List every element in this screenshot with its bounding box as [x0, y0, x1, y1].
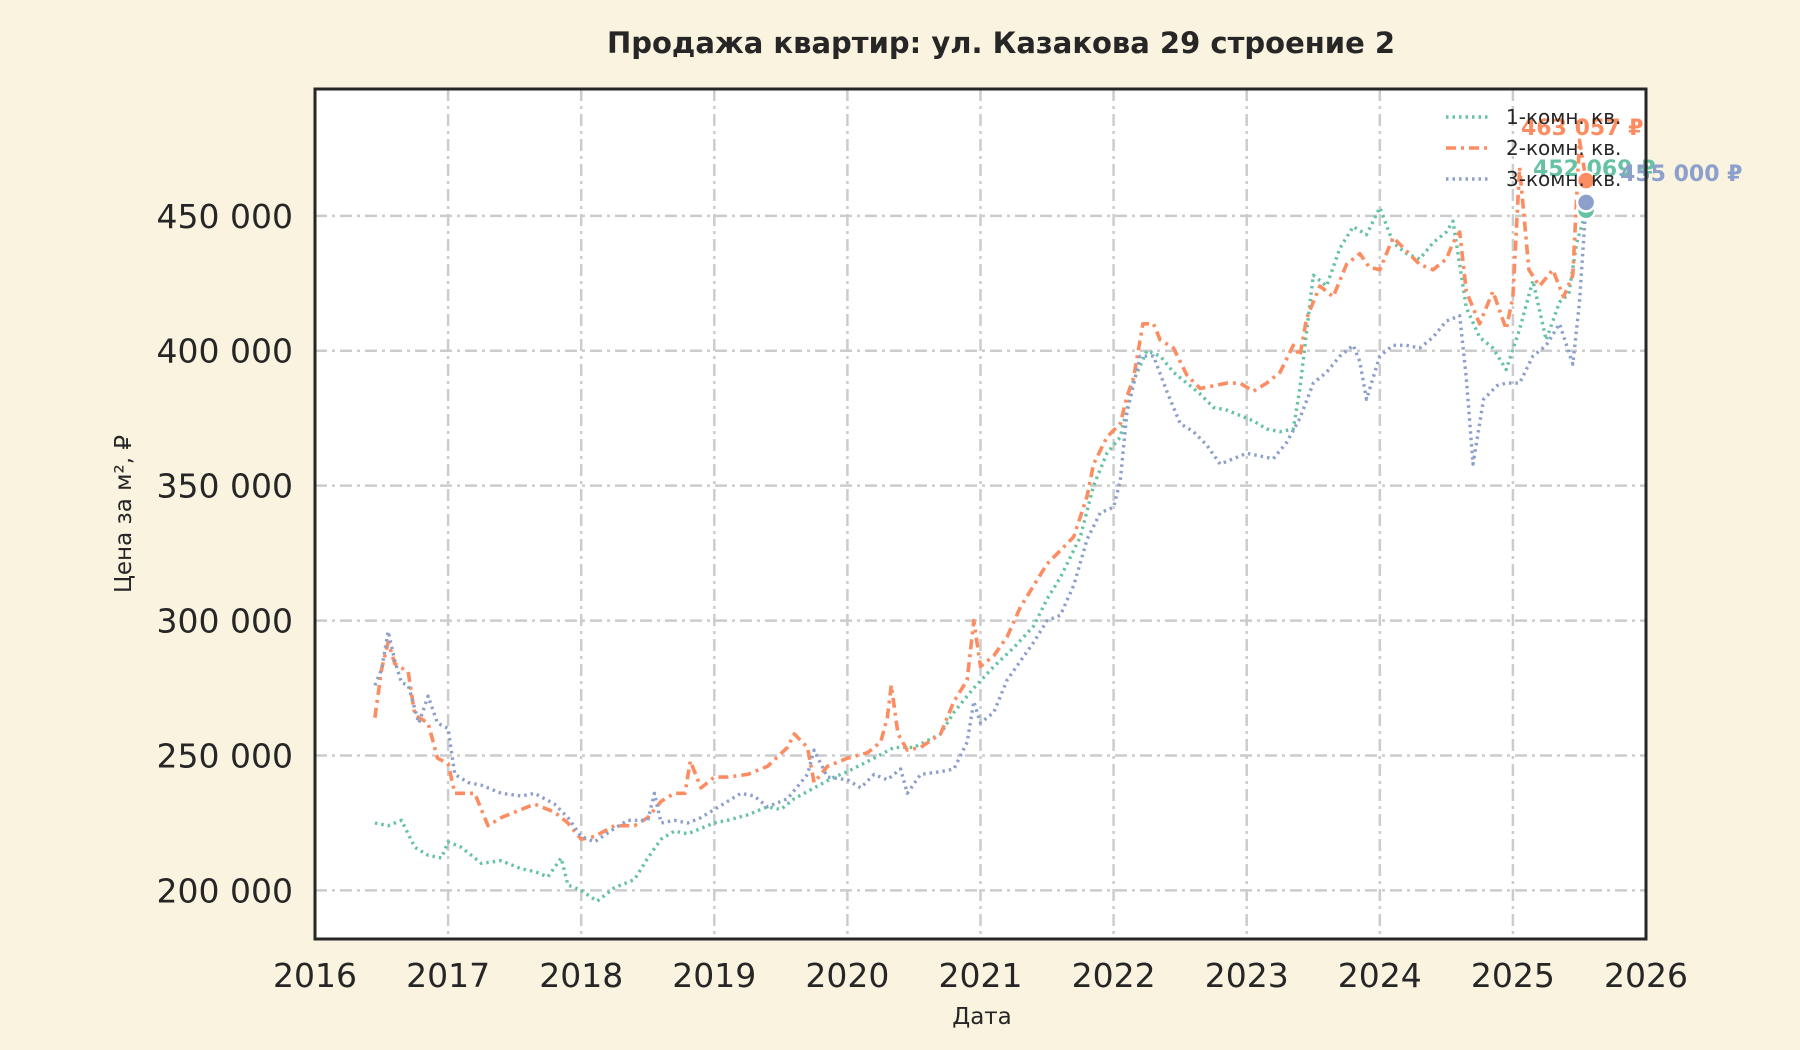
y-axis-ticks: 200 000 250 000 300 000 350 000 400 000 450 0… [157, 197, 293, 911]
y-tick-label: 350 000 [157, 467, 293, 506]
x-tick-label: 2018 [539, 956, 623, 995]
y-tick-label: 300 000 [157, 602, 293, 641]
chart-title: Продажа квартир: ул. Казакова 29 строени… [607, 26, 1395, 60]
x-tick-label: 2022 [1072, 956, 1156, 995]
legend: 1-комн. кв. 2-комн. кв. 3-комн. кв. [1446, 105, 1621, 191]
grid-lines [315, 89, 1646, 939]
x-tick-label: 2026 [1604, 956, 1688, 995]
series-lines [373, 138, 1588, 903]
end-marker-3 [1575, 192, 1597, 213]
x-tick-label: 2019 [672, 956, 756, 995]
series-line-2 [373, 138, 1588, 841]
x-axis-ticks: 2016 2017 2018 2019 2020 2021 2022 2023 2024 2025… [273, 956, 1688, 995]
legend-label-3: 3-комн. кв. [1506, 167, 1621, 191]
x-tick-label: 2024 [1338, 956, 1422, 995]
x-tick-label: 2016 [273, 956, 357, 995]
y-tick-label: 200 000 [157, 871, 293, 910]
x-tick-label: 2020 [805, 956, 889, 995]
x-tick-label: 2025 [1471, 956, 1555, 995]
end-value-label-3: 455 000 ₽ [1620, 162, 1742, 187]
end-marker-2 [1575, 170, 1597, 191]
legend-label-2: 2-комн. кв. [1506, 136, 1621, 160]
series-line-3 [373, 202, 1588, 844]
plot-frame [313, 87, 1648, 941]
end-value-label-2: 463 057 ₽ [1521, 116, 1643, 141]
y-axis-label: Цена за м², ₽ [111, 435, 137, 593]
end-markers: 452 069 ₽463 057 ₽455 000 ₽ [1521, 116, 1742, 221]
y-tick-label: 400 000 [157, 332, 293, 371]
x-axis-label: Дата [952, 1004, 1012, 1030]
x-tick-label: 2023 [1205, 956, 1289, 995]
y-tick-label: 450 000 [157, 197, 293, 236]
x-tick-label: 2017 [406, 956, 490, 995]
legend-label-1: 1-комн. кв. [1506, 105, 1621, 129]
x-tick-label: 2021 [939, 956, 1023, 995]
y-tick-label: 250 000 [157, 737, 293, 776]
